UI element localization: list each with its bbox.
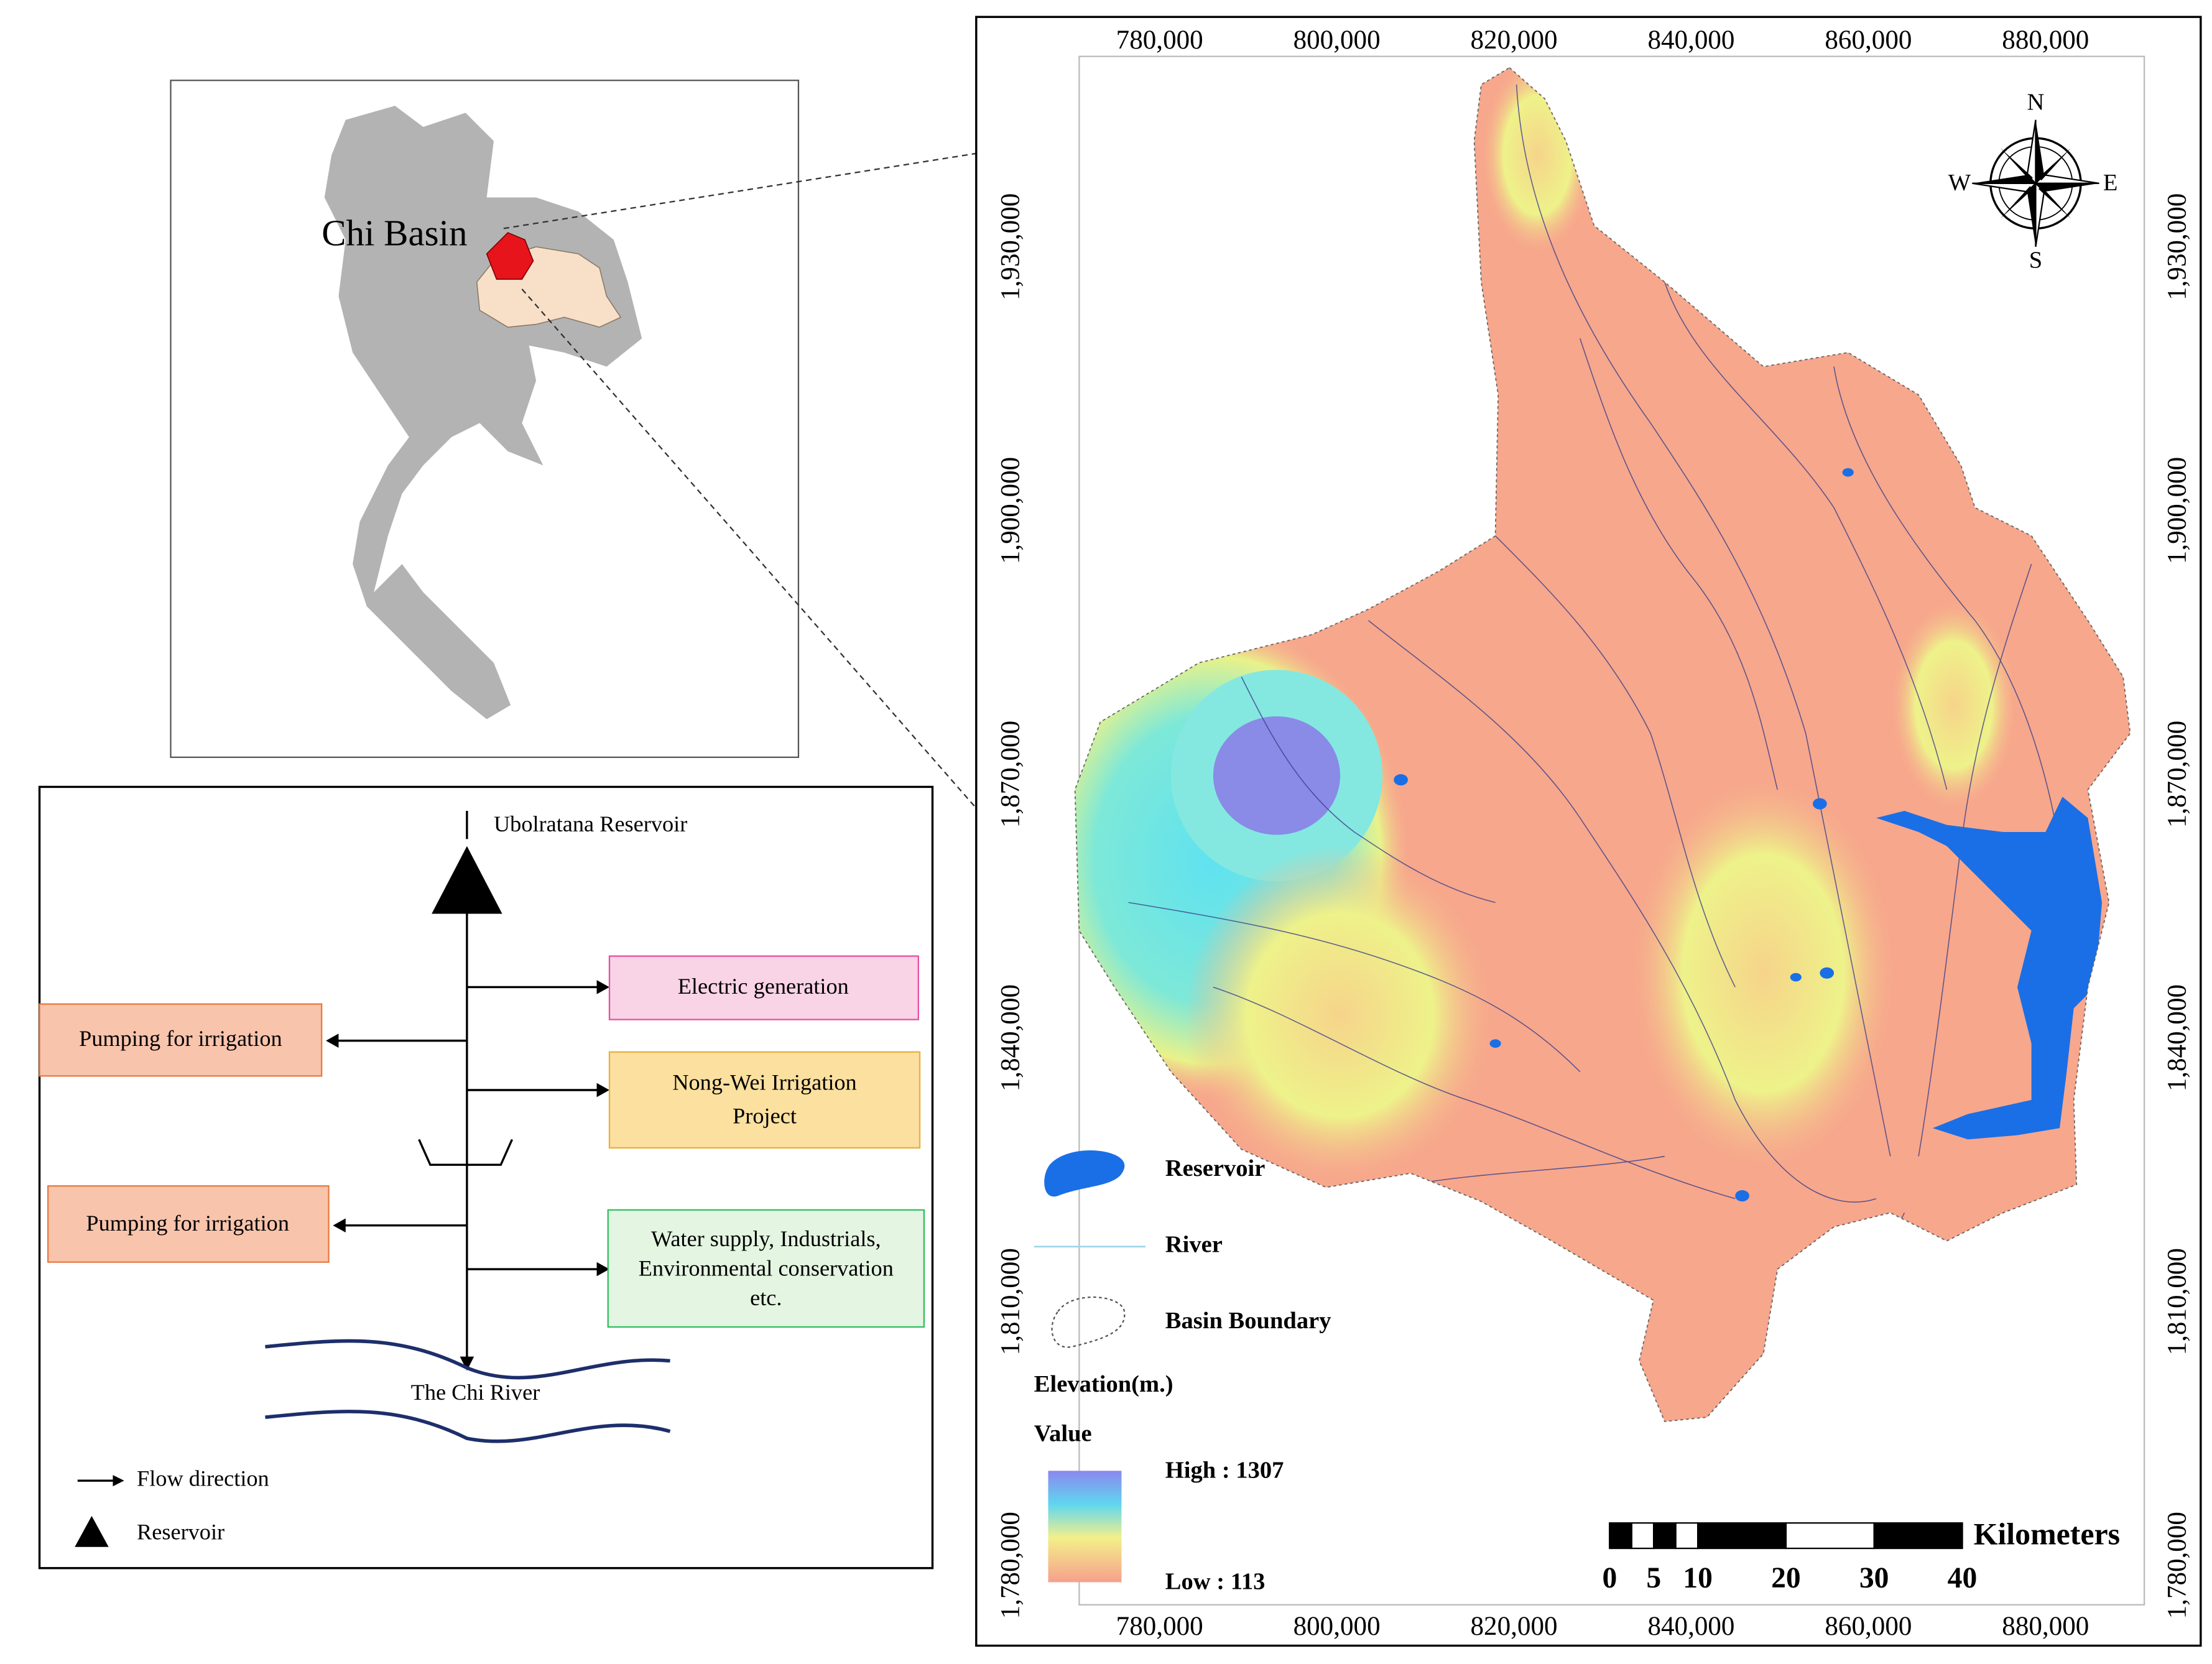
compass-label: N [2027,90,2045,116]
scale-label: 5 [1646,1562,1661,1594]
branch-arrows [335,986,600,1270]
arrowheads [326,980,609,1277]
node-label: etc. [750,1285,782,1310]
x-tick-label: 800,000 [1293,1612,1381,1641]
scale-label: 30 [1859,1562,1889,1594]
river-wave [265,1410,671,1443]
scale-label: 40 [1948,1562,1978,1594]
x-tick-label: 780,000 [1116,25,1203,55]
scale-label: 20 [1771,1562,1801,1594]
compass-label: W [1948,170,1971,196]
node-box [608,955,919,1020]
legend-label: Reservoir [137,1520,224,1545]
scale-segment [1631,1522,1655,1550]
y-tick-label: 1,870,000 [996,721,1025,828]
legend-label: River [1165,1232,1223,1258]
y-tick-label: 1,930,000 [2163,193,2192,300]
y-tick-label: 1,780,000 [996,1512,1025,1619]
zoom-line [521,289,1085,931]
x-tick-label: 800,000 [1293,25,1381,55]
scale-segment [1675,1522,1699,1550]
node-label: Electric generation [678,974,849,999]
node-label: Water supply, Industrials, [651,1226,881,1251]
y-tick-label: 1,840,000 [2163,984,2192,1091]
y-tick-label: 1,930,000 [996,193,1025,300]
y-tick-label: 1,810,000 [996,1248,1025,1355]
x-tick-label: 860,000 [1825,1612,1912,1641]
scale-unit: Kilometers [1974,1517,2120,1551]
x-tick-label: 880,000 [2002,1612,2089,1641]
legend-arrowhead [113,1475,124,1487]
scale-segment [1609,1522,1632,1550]
x-tick-label: 860,000 [1825,25,1912,55]
scale-label: 0 [1602,1562,1617,1594]
compass-label: S [2029,247,2042,274]
legend-label: High : 1307 [1165,1457,1284,1483]
x-tick-label: 840,000 [1647,1612,1734,1641]
chi-basin-highlight [486,232,534,280]
arrowhead [460,1356,474,1371]
node-label: Environmental conservation [639,1256,894,1281]
reservoir-symbol [432,846,502,914]
river-wave [265,1339,670,1380]
y-tick-label: 1,780,000 [2163,1512,2192,1619]
y-tick-label: 1,810,000 [2163,1248,2192,1355]
node-box [607,1209,925,1328]
scale-segment [1653,1522,1677,1550]
node-box [39,1003,323,1077]
node-label: Pumping for irrigation [86,1211,289,1236]
diagram-frame [38,785,934,1569]
node-label: Ubolratana Reservoir [494,811,687,836]
node-box [608,1051,921,1149]
x-tick-label: 820,000 [1471,25,1558,55]
y-tick-label: 1,900,000 [2163,457,2192,564]
legend-reservoir-symbol [1044,1150,1125,1197]
y-tick-label: 1,870,000 [2163,721,2192,828]
scale-segment [1785,1522,1875,1550]
node-box [47,1185,330,1263]
legend-label: Flow direction [137,1466,269,1491]
flow-diagram [38,785,934,1569]
compass-label: E [2103,170,2118,196]
compass [1972,119,2099,247]
legend-label: Basin Boundary [1165,1308,1331,1334]
scale-segment [1696,1522,1787,1550]
scale-label: 10 [1683,1562,1713,1594]
x-tick-label: 780,000 [1116,1612,1203,1641]
node-label: Project [733,1104,797,1129]
legend-title: Value [1034,1420,1092,1446]
y-tick-label: 1,840,000 [996,984,1025,1091]
legend-triangle [75,1515,109,1547]
elevation-colorbar [1048,1471,1122,1583]
node-label: Nong-Wei Irrigation [672,1070,856,1094]
inset-label: Chi Basin [322,213,467,254]
x-tick-label: 820,000 [1471,1612,1558,1641]
scale-segment [1873,1522,1963,1550]
river-label: The Chi River [411,1380,540,1405]
legend-title: Elevation(m.) [1034,1371,1173,1397]
x-tick-label: 840,000 [1647,25,1734,55]
legend-label: Low : 113 [1165,1569,1266,1595]
node-label: Pumping for irrigation [79,1026,282,1051]
x-tick-label: 880,000 [2002,25,2089,55]
y-tick-label: 1,900,000 [996,457,1025,564]
reservoir-lake [1876,797,2103,1140]
legend-label: Reservoir [1165,1155,1266,1181]
